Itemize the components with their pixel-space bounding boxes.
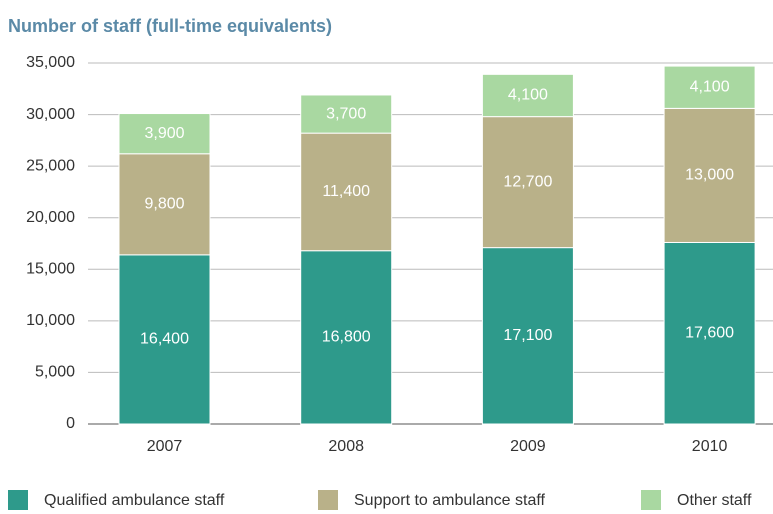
bar-segment xyxy=(481,116,574,249)
value-label: 11,400 xyxy=(322,183,370,200)
legend-label: Qualified ambulance staff xyxy=(44,492,225,509)
y-tick-label: 10,000 xyxy=(26,312,75,329)
legend-label: Other staff xyxy=(677,492,752,509)
value-label: 12,700 xyxy=(503,173,552,190)
value-label: 17,100 xyxy=(503,327,552,344)
value-label: 4,100 xyxy=(690,78,730,95)
value-label: 4,100 xyxy=(508,87,548,104)
y-tick-label: 35,000 xyxy=(26,54,75,71)
y-tick-label: 15,000 xyxy=(26,261,75,278)
bar-segment xyxy=(663,65,756,109)
bar-segment xyxy=(663,107,756,243)
x-tick-label: 2010 xyxy=(692,438,728,455)
y-tick-label: 25,000 xyxy=(26,157,75,174)
legend-swatch xyxy=(318,490,338,510)
bar-segment xyxy=(118,254,211,425)
bar-segment xyxy=(300,132,393,252)
x-tick-label: 2007 xyxy=(147,438,183,455)
value-label: 3,700 xyxy=(326,105,366,122)
legend-swatch xyxy=(8,490,28,510)
bar-segment xyxy=(481,73,574,118)
y-tick-label: 30,000 xyxy=(26,106,75,123)
y-tick-label: 5,000 xyxy=(35,364,75,381)
value-label: 16,400 xyxy=(140,331,189,348)
bar-segment xyxy=(663,241,756,425)
bar-segment xyxy=(300,94,393,134)
value-label: 17,600 xyxy=(685,324,734,341)
value-label: 3,900 xyxy=(144,125,184,142)
bar-segment xyxy=(118,113,211,155)
legend-label: Support to ambulance staff xyxy=(354,492,545,509)
y-tick-label: 20,000 xyxy=(26,209,75,226)
x-tick-label: 2009 xyxy=(510,438,546,455)
x-tick-label: 2008 xyxy=(328,438,364,455)
bar-segment xyxy=(300,250,393,425)
value-label: 13,000 xyxy=(685,167,734,184)
value-label: 16,800 xyxy=(322,329,371,346)
bar-segment xyxy=(118,153,211,256)
y-tick-label: 0 xyxy=(66,415,75,432)
chart-title: Number of staff (full-time equivalents) xyxy=(8,16,332,36)
value-label: 9,800 xyxy=(144,196,184,213)
legend-swatch xyxy=(641,490,661,510)
